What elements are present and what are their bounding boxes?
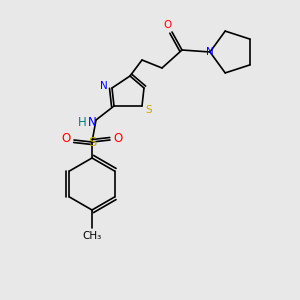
Text: O: O [61, 131, 70, 145]
Text: O: O [113, 131, 123, 145]
Text: N: N [88, 116, 96, 128]
Text: CH₃: CH₃ [82, 231, 102, 241]
Text: N: N [100, 81, 108, 91]
Text: H: H [78, 116, 86, 128]
Text: N: N [206, 47, 214, 57]
Text: O: O [164, 20, 172, 30]
Text: S: S [88, 136, 96, 148]
Text: S: S [146, 105, 152, 115]
